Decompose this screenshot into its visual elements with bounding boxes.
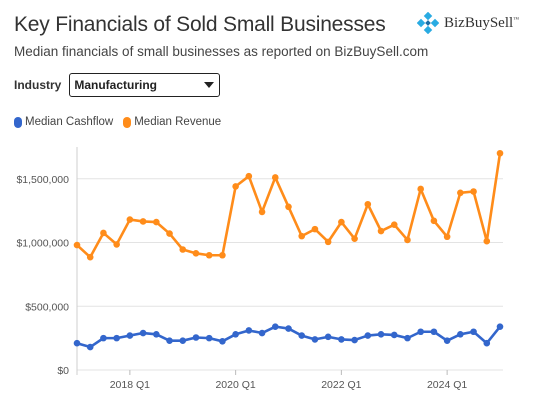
data-point-cashflow bbox=[86, 343, 94, 351]
legend-item-cashflow[interactable]: Median Cashflow bbox=[14, 116, 113, 128]
x-tick-label: 2018 Q1 bbox=[110, 379, 150, 391]
y-tick-label: $1,000,000 bbox=[16, 238, 69, 250]
data-point-cashflow bbox=[126, 332, 134, 339]
data-point-revenue bbox=[285, 203, 292, 211]
data-point-cashflow bbox=[285, 325, 292, 332]
data-point-cashflow bbox=[417, 328, 424, 336]
data-point-cashflow bbox=[404, 334, 411, 342]
data-point-cashflow bbox=[496, 323, 504, 330]
data-point-revenue bbox=[258, 208, 266, 216]
data-point-cashflow bbox=[245, 327, 253, 334]
bizbuysell-logo-icon bbox=[417, 12, 439, 34]
data-point-revenue bbox=[232, 183, 239, 190]
data-point-cashflow bbox=[324, 333, 332, 341]
data-point-revenue bbox=[443, 233, 451, 241]
data-point-revenue bbox=[100, 229, 107, 237]
data-point-cashflow bbox=[470, 328, 477, 336]
line-chart: $0 $500,000 $1,000,000 $1,500,000 2018 Q1 202… bbox=[16, 147, 504, 391]
legend-swatch-cashflow bbox=[14, 116, 22, 128]
data-point-revenue bbox=[483, 237, 491, 245]
data-point-cashflow bbox=[100, 334, 107, 342]
data-point-revenue bbox=[245, 172, 253, 180]
industry-select[interactable]: Manufacturing bbox=[69, 73, 221, 97]
legend-label-revenue: Median Revenue bbox=[134, 116, 222, 128]
data-point-revenue bbox=[377, 227, 385, 235]
y-tick-label: $0 bbox=[57, 365, 69, 377]
legend-swatch-revenue bbox=[123, 116, 132, 128]
data-point-cashflow bbox=[179, 337, 187, 344]
chevron-down-icon bbox=[204, 82, 215, 88]
data-point-revenue bbox=[298, 232, 306, 240]
data-point-revenue bbox=[86, 253, 94, 261]
data-point-revenue bbox=[470, 188, 477, 195]
data-point-revenue bbox=[430, 217, 438, 225]
data-point-revenue bbox=[351, 235, 358, 242]
data-point-revenue bbox=[205, 251, 213, 259]
data-point-cashflow bbox=[271, 323, 279, 330]
data-point-cashflow bbox=[192, 334, 200, 341]
y-tick-label: $500,000 bbox=[25, 301, 69, 313]
data-point-revenue bbox=[390, 221, 398, 228]
x-tick-label: 2022 Q1 bbox=[321, 379, 361, 391]
chart-subtitle: Median financials of small businesses as… bbox=[14, 44, 429, 59]
industry-filter: Industry Manufacturing bbox=[14, 73, 221, 97]
data-point-revenue bbox=[271, 174, 279, 181]
data-point-revenue bbox=[404, 236, 411, 244]
chart-legend: Median Cashflow Median Revenue bbox=[14, 116, 221, 128]
data-point-cashflow bbox=[258, 329, 266, 337]
x-tick-label: 2020 Q1 bbox=[215, 379, 255, 391]
data-point-cashflow bbox=[483, 339, 491, 347]
bizbuysell-logo: BizBuySell™ bbox=[417, 12, 519, 34]
data-point-cashflow bbox=[443, 337, 451, 344]
industry-select-value: Manufacturing bbox=[74, 78, 158, 92]
data-point-revenue bbox=[338, 218, 345, 226]
data-point-cashflow bbox=[298, 332, 306, 339]
data-point-revenue bbox=[73, 241, 81, 249]
data-point-revenue bbox=[166, 230, 173, 237]
logo-text: BizBuySell™ bbox=[444, 14, 520, 31]
data-point-cashflow bbox=[73, 339, 81, 347]
data-point-revenue bbox=[179, 246, 187, 253]
data-point-cashflow bbox=[219, 338, 226, 345]
data-point-revenue bbox=[192, 250, 200, 257]
legend-label-cashflow: Median Cashflow bbox=[25, 116, 114, 128]
data-point-cashflow bbox=[311, 336, 319, 343]
data-point-cashflow bbox=[166, 337, 173, 344]
data-point-cashflow bbox=[338, 336, 345, 343]
data-point-revenue bbox=[364, 200, 372, 208]
industry-label: Industry bbox=[14, 78, 62, 92]
data-point-cashflow bbox=[139, 329, 147, 337]
data-point-cashflow bbox=[351, 336, 358, 344]
data-point-cashflow bbox=[364, 332, 372, 339]
data-point-revenue bbox=[139, 218, 147, 225]
chart-title: Key Financials of Sold Small Businesses bbox=[14, 13, 386, 36]
x-tick-label: 2024 Q1 bbox=[427, 379, 467, 391]
data-point-revenue bbox=[496, 149, 504, 157]
data-point-cashflow bbox=[377, 331, 385, 338]
data-point-cashflow bbox=[430, 328, 438, 336]
data-point-cashflow bbox=[113, 334, 120, 342]
data-point-cashflow bbox=[232, 331, 239, 338]
data-point-revenue bbox=[457, 189, 464, 197]
data-point-revenue bbox=[219, 251, 226, 259]
data-point-cashflow bbox=[205, 334, 213, 342]
data-point-revenue bbox=[153, 218, 160, 226]
data-point-revenue bbox=[311, 225, 319, 233]
data-point-revenue bbox=[324, 238, 332, 246]
data-point-revenue bbox=[113, 241, 120, 248]
data-point-revenue bbox=[126, 216, 134, 223]
data-point-cashflow bbox=[153, 331, 160, 338]
data-point-revenue bbox=[417, 185, 424, 193]
legend-item-revenue[interactable]: Median Revenue bbox=[123, 116, 221, 128]
data-point-cashflow bbox=[457, 331, 464, 338]
y-tick-label: $1,500,000 bbox=[16, 174, 69, 186]
data-point-cashflow bbox=[390, 331, 398, 339]
